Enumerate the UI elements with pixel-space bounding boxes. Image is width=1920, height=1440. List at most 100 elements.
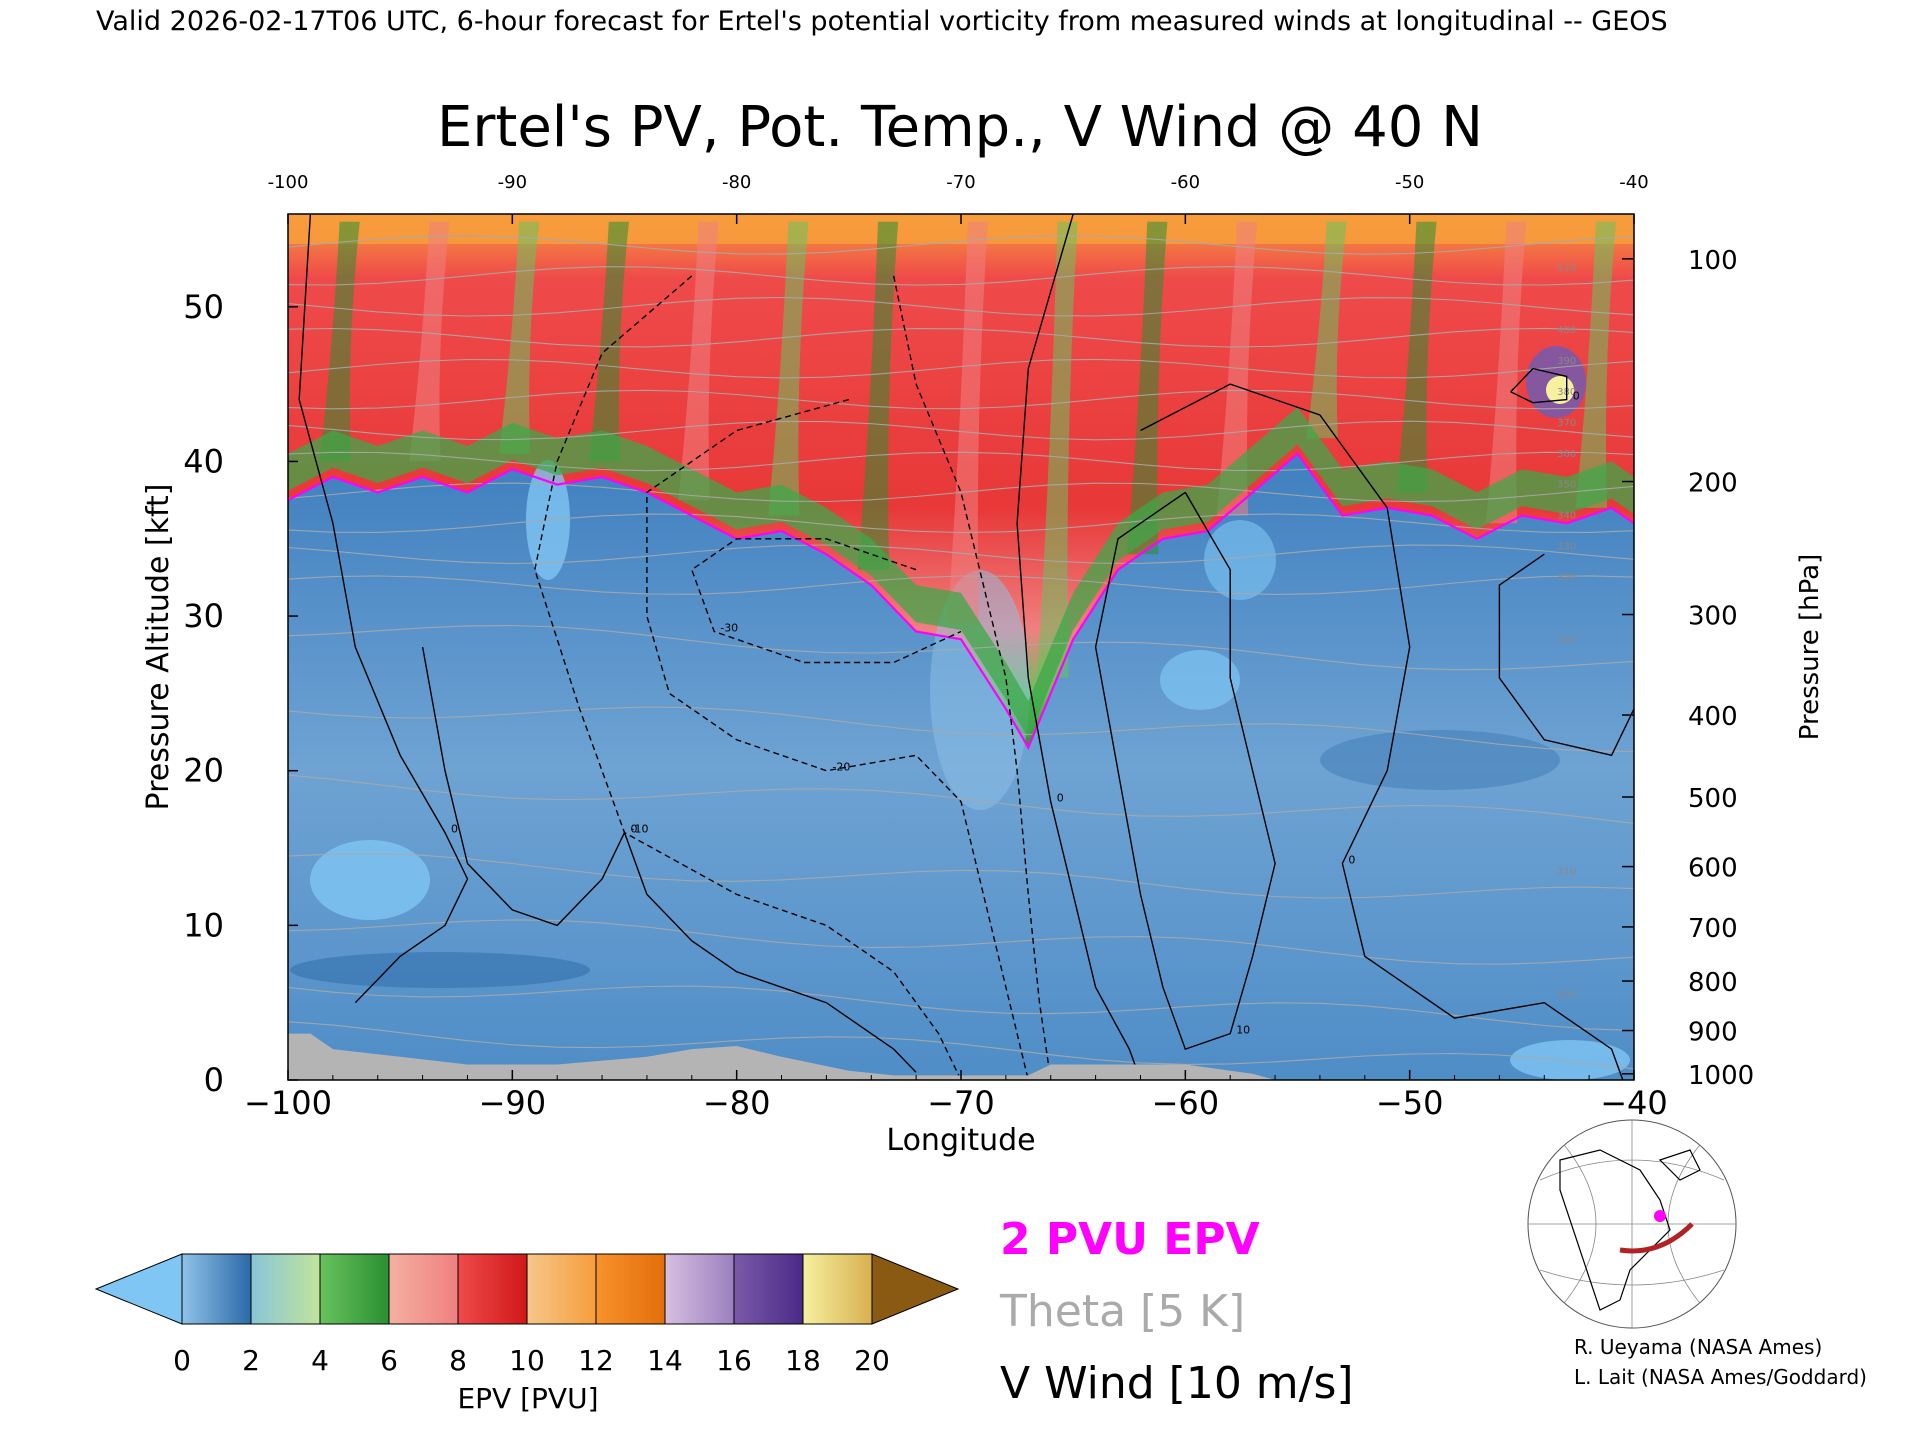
x-tick-label: −80 bbox=[703, 1084, 771, 1122]
pressure-tick-label: 1000 bbox=[1688, 1061, 1754, 1091]
theta-label: 390 bbox=[1557, 356, 1576, 367]
colorbar-bin bbox=[664, 1253, 735, 1325]
theta-line bbox=[288, 389, 1634, 410]
pv-streamer bbox=[1306, 221, 1347, 439]
locator-continent bbox=[1559, 1149, 1701, 1311]
pressure-tick-label: 800 bbox=[1688, 968, 1738, 998]
colorbar-tick-label: 10 bbox=[509, 1344, 545, 1377]
colorbar-tick-label: 4 bbox=[311, 1344, 329, 1377]
y-tick-label: 10 bbox=[183, 906, 224, 944]
theta-label: 300 bbox=[1557, 990, 1576, 1001]
v-wind-contour bbox=[1016, 214, 1142, 1080]
locator-point bbox=[1654, 1210, 1666, 1222]
y-tick-label: 50 bbox=[183, 288, 224, 326]
v-wind-contour bbox=[1094, 491, 1276, 1050]
colorbar-bin bbox=[181, 1253, 252, 1325]
v-wind-contour bbox=[298, 214, 469, 1004]
plot-area: 300310320320330340350360370380390400410 … bbox=[183, 172, 1754, 1122]
colorbar-tick-label: 12 bbox=[578, 1344, 614, 1377]
theta-label: 330 bbox=[1557, 542, 1576, 553]
dark-pv-band-east bbox=[1320, 730, 1560, 790]
credit-line-1: R. Ueyama (NASA Ames) bbox=[1574, 1335, 1822, 1359]
x-tick-label: −60 bbox=[1152, 1084, 1220, 1122]
colorbar-tick-label: 8 bbox=[449, 1344, 467, 1377]
theta-label: 410 bbox=[1557, 263, 1576, 274]
y-axis-label: Pressure Altitude [kft] bbox=[141, 484, 176, 811]
v-wind-contour bbox=[646, 398, 1029, 1080]
v-wind-contour bbox=[534, 275, 962, 1080]
low-pv-patch-6 bbox=[930, 570, 1030, 810]
v-wind-contour-label: 10 bbox=[1236, 1024, 1250, 1037]
x-tick-label: −40 bbox=[1600, 1084, 1668, 1122]
colorbar-under-arrow bbox=[94, 1253, 183, 1325]
theta-line bbox=[288, 774, 1634, 824]
y-axis-right-label: Pressure [hPa] bbox=[1795, 554, 1825, 741]
legend-entry-theta: Theta [5 K] bbox=[999, 1286, 1245, 1337]
x-tick-label-top: -50 bbox=[1395, 172, 1424, 193]
colorbar-tick-label: 18 bbox=[785, 1344, 821, 1377]
v-wind-contour-label: 0 bbox=[1348, 854, 1355, 867]
legend-entry-epv: 2 PVU EPV bbox=[1000, 1214, 1260, 1265]
theta-label: 340 bbox=[1557, 511, 1576, 522]
colorbar-bin bbox=[319, 1253, 390, 1325]
theta-line bbox=[288, 985, 1634, 1031]
colorbar-tick-label: 2 bbox=[242, 1344, 260, 1377]
theta-line bbox=[288, 451, 1634, 472]
x-tick-label: −70 bbox=[927, 1084, 995, 1122]
theta-line bbox=[288, 358, 1634, 379]
colorbar-tick-label: 16 bbox=[716, 1344, 752, 1377]
colorbar-bin bbox=[526, 1253, 597, 1325]
tropopause-2pvu-contour bbox=[288, 452, 1634, 750]
dark-pv-band-lower bbox=[290, 952, 590, 988]
low-pv-patch-4 bbox=[1510, 1040, 1630, 1080]
pressure-tick-label: 500 bbox=[1688, 784, 1738, 814]
x-tick-label: −50 bbox=[1376, 1084, 1444, 1122]
low-pv-patch-5 bbox=[1204, 520, 1276, 600]
x-tick-label-top: -100 bbox=[268, 172, 309, 193]
theta-line bbox=[288, 853, 1634, 899]
locator-map bbox=[1527, 1119, 1737, 1329]
colorbar-over-arrow bbox=[871, 1253, 960, 1325]
y-tick-label: 30 bbox=[183, 597, 224, 635]
colorbar-tick-label: 6 bbox=[380, 1344, 398, 1377]
pressure-tick-label: 200 bbox=[1688, 469, 1738, 499]
pv-streamer bbox=[319, 221, 360, 462]
pv-streamer bbox=[678, 221, 719, 501]
theta-line bbox=[288, 235, 1634, 255]
pv-streamer bbox=[588, 221, 629, 462]
v-wind-contour-label: -10 bbox=[631, 823, 649, 836]
v-wind-contour bbox=[1140, 383, 1624, 1080]
theta-line bbox=[288, 544, 1634, 565]
valid-time-header: Valid 2026-02-17T06 UTC, 6-hour forecast… bbox=[96, 6, 1668, 37]
pv-streamer bbox=[947, 221, 988, 624]
v-wind-contour-label: 0 bbox=[631, 823, 638, 836]
terrain-fill bbox=[288, 1033, 1634, 1080]
x-tick-label-top: -40 bbox=[1619, 172, 1648, 193]
x-tick-label: −100 bbox=[244, 1084, 332, 1122]
x-tick-label-top: -70 bbox=[946, 172, 975, 193]
v-wind-contour bbox=[1510, 367, 1568, 404]
legend-entry-v-wind: V Wind [10 m/s] bbox=[1000, 1358, 1354, 1409]
axis-ticks: −100-100−90-90−80-80−70-70−60-60−50-50−4… bbox=[183, 172, 1754, 1122]
colorbar-bin bbox=[802, 1253, 873, 1325]
v-wind-contour-label: -30 bbox=[720, 622, 738, 635]
colorbar-bin bbox=[457, 1253, 528, 1325]
pressure-tick-label: 900 bbox=[1688, 1018, 1738, 1048]
theta-line bbox=[288, 482, 1634, 503]
theta-label: 350 bbox=[1557, 480, 1576, 491]
v-wind-contour-label: 0 bbox=[1057, 792, 1064, 805]
x-tick-label: −90 bbox=[479, 1084, 547, 1122]
pv-streamer bbox=[1127, 221, 1168, 555]
colorbar-bin bbox=[250, 1253, 321, 1325]
v-wind-contour bbox=[1498, 553, 1634, 757]
y-tick-label: 40 bbox=[183, 442, 224, 480]
theta-line bbox=[288, 919, 1634, 965]
x-tick-label-top: -80 bbox=[722, 172, 751, 193]
theta-label: 320 bbox=[1557, 634, 1576, 645]
theta-label: 310 bbox=[1557, 866, 1576, 877]
colorbar-bin bbox=[733, 1253, 804, 1325]
colorbar-bin bbox=[595, 1253, 666, 1325]
colorbar-tick-label: 0 bbox=[173, 1344, 191, 1377]
theta-line bbox=[288, 624, 1634, 671]
